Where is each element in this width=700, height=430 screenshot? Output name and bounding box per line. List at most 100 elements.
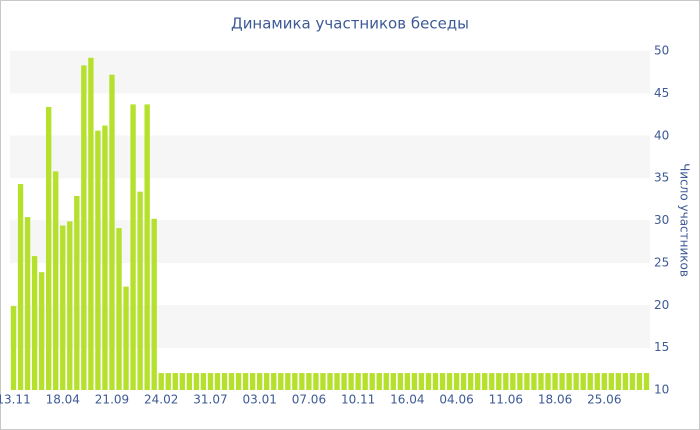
bar: [629, 373, 636, 390]
y-tick-label: 20: [654, 298, 669, 312]
bar: [242, 373, 249, 390]
x-tick-label: 11.06: [489, 393, 523, 407]
bar: [299, 373, 305, 390]
bar: [594, 373, 600, 390]
bar: [278, 373, 284, 390]
bar: [425, 373, 432, 390]
bar: [74, 195, 80, 390]
bar: [362, 373, 368, 390]
bar: [397, 373, 404, 390]
bar: [53, 171, 59, 390]
grid-band: [10, 135, 650, 179]
bar: [545, 373, 551, 390]
bar: [123, 286, 129, 390]
bar: [46, 106, 52, 390]
bar: [552, 373, 558, 390]
bar: [348, 373, 354, 390]
bar: [601, 373, 607, 390]
bar: [165, 373, 171, 390]
y-tick-label: 45: [654, 86, 669, 100]
bar: [334, 373, 340, 390]
x-tick-label: 04.06: [439, 393, 473, 407]
bar: [228, 373, 235, 390]
y-axis-title: Число участников: [678, 163, 692, 277]
bar: [24, 217, 31, 390]
x-tick-label: 18.06: [538, 393, 572, 407]
y-tick-label: 25: [654, 255, 669, 269]
y-tick-label: 35: [654, 171, 669, 185]
bar: [615, 373, 622, 390]
bar: [524, 373, 530, 390]
x-tick-label: 25.06: [587, 393, 621, 407]
x-tick-label: 24.02: [144, 393, 178, 407]
bar: [207, 373, 214, 390]
bar: [60, 225, 66, 390]
bar: [432, 373, 439, 390]
bar: [587, 373, 593, 390]
bar: [418, 373, 425, 390]
bar: [643, 373, 650, 390]
bar: [179, 373, 185, 390]
bar: [38, 272, 45, 390]
bar: [482, 373, 488, 390]
bar: [531, 373, 537, 390]
bar: [292, 373, 298, 390]
bar: [559, 373, 565, 390]
bar: [151, 218, 157, 390]
bar: [256, 373, 263, 390]
bar: [467, 373, 474, 390]
x-tick-label: 21.09: [95, 393, 129, 407]
x-tick-label: 31.07: [193, 393, 227, 407]
bar: [383, 373, 389, 390]
bar: [221, 373, 228, 390]
bar: [144, 104, 150, 390]
x-tick-label: 18.04: [46, 393, 80, 407]
bar: [116, 228, 122, 390]
bar: [566, 373, 572, 390]
y-tick-label: 40: [654, 128, 669, 142]
x-tick-label: 16.04: [390, 393, 424, 407]
x-tick-label: 03.01: [242, 393, 276, 407]
x-tick-label: 07.06: [292, 393, 326, 407]
bar: [355, 373, 361, 390]
chart-title: Динамика участников беседы: [231, 15, 469, 33]
x-tick-label: 13.11: [0, 393, 31, 407]
bar: [573, 373, 579, 390]
bar: [510, 373, 516, 390]
bar: [102, 125, 108, 390]
bar: [460, 373, 467, 390]
y-tick-label: 15: [654, 340, 669, 354]
bar: [186, 373, 193, 390]
bar: [81, 65, 87, 390]
bar: [341, 373, 347, 390]
bar: [622, 373, 629, 390]
bar: [130, 104, 136, 390]
bar: [411, 373, 418, 390]
bar: [453, 373, 460, 390]
bar: [503, 373, 509, 390]
bar: [580, 373, 586, 390]
bar: [320, 373, 326, 390]
bar: [608, 373, 614, 390]
bar: [313, 373, 319, 390]
y-tick-label: 30: [654, 213, 669, 227]
bar: [172, 373, 178, 390]
bar: [496, 373, 502, 390]
bar: [137, 191, 143, 390]
bar: [517, 373, 523, 390]
bar: [109, 74, 115, 390]
x-tick-label: 10.11: [341, 393, 375, 407]
bar: [10, 306, 17, 390]
bar: [214, 373, 221, 390]
bar: [158, 373, 164, 390]
bar: [439, 373, 446, 390]
bar: [446, 373, 453, 390]
grid-band: [10, 51, 650, 94]
bar: [193, 373, 200, 390]
bar: [67, 221, 73, 390]
bar: [636, 373, 643, 390]
bar: [538, 373, 544, 390]
bar: [88, 57, 94, 390]
bar: [31, 256, 38, 390]
